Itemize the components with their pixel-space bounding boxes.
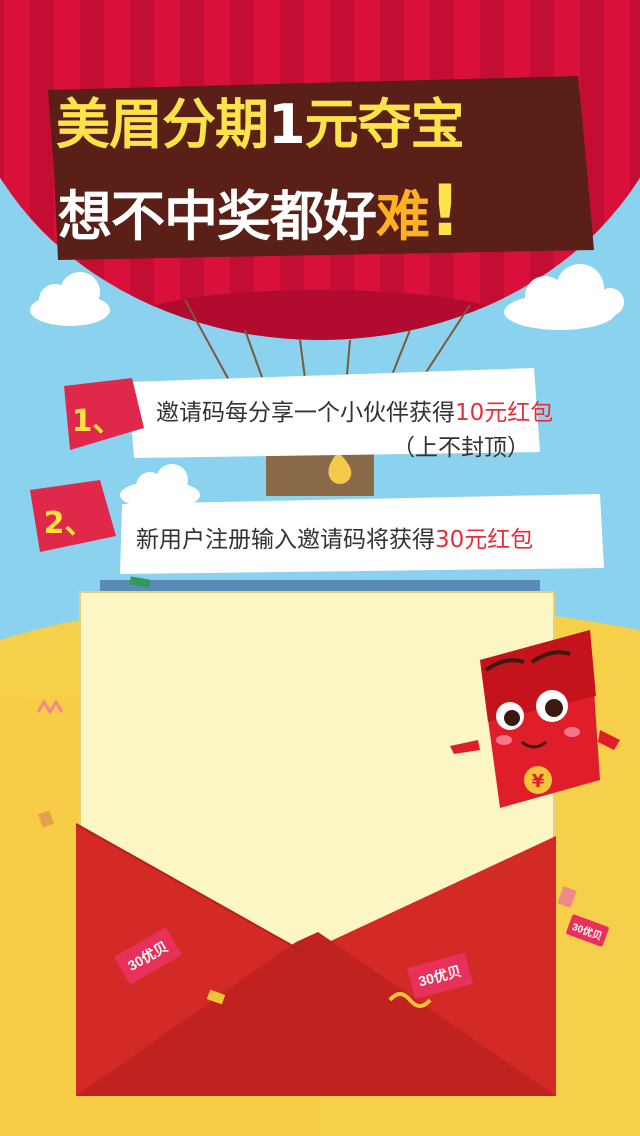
step-2-badge: 2、: [30, 480, 116, 552]
title-line-2: 想不中奖都好难!: [58, 170, 461, 252]
title-emphasis: 难: [376, 185, 430, 248]
mascot-red-packet-icon: ¥: [450, 630, 620, 808]
red-envelope: [75, 576, 556, 1096]
step-2-banner: [120, 494, 604, 574]
step-1-text: 邀请码每分享一个小伙伴获得10元红包: [156, 400, 554, 426]
title-exclamation: !: [429, 170, 461, 252]
step-2-text: 新用户注册输入邀请码将获得30元红包: [136, 527, 534, 553]
title-line-1: 美眉分期1元夺宝: [56, 80, 465, 159]
mascot-yen-symbol: ¥: [532, 771, 545, 792]
title-number: 1: [268, 93, 306, 156]
step-1-reward: 10元红包: [455, 400, 554, 426]
title-backdrop: [48, 76, 594, 260]
title-slogan: 想不中奖都好: [58, 185, 377, 248]
step-1-note: （上不封顶）: [392, 435, 530, 461]
step-1-badge: 1、: [58, 378, 144, 450]
title-brand: 美眉分期: [56, 93, 269, 156]
title-treasure: 元夺宝: [304, 93, 465, 156]
step-1-banner: [128, 368, 540, 458]
step-2-reward: 30元红包: [435, 527, 534, 553]
